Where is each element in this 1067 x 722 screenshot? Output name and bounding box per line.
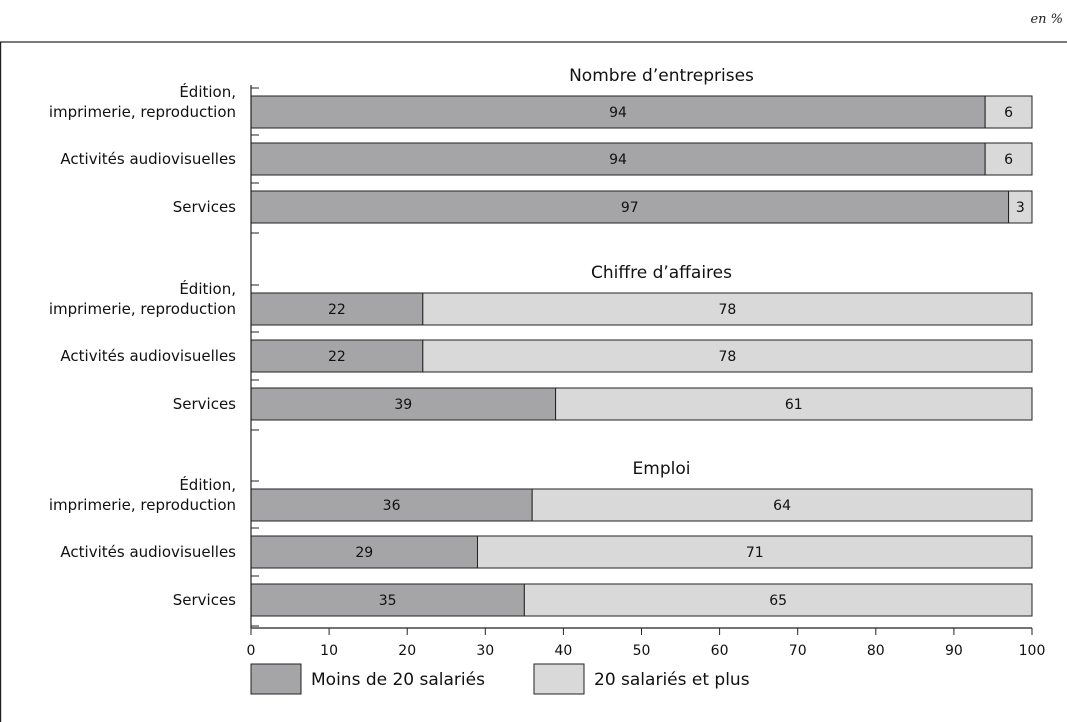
category-label: Édition, bbox=[179, 82, 236, 101]
category-label: Activités audiovisuelles bbox=[60, 347, 236, 365]
category-label: Activités audiovisuelles bbox=[60, 543, 236, 561]
bar-segment-moins bbox=[250, 583, 525, 617]
bar-segment-plus bbox=[476, 535, 1033, 569]
chart-section: Chiffre d’affaires Édition, imprimerie, re… bbox=[49, 263, 1033, 431]
x-tick-label: 40 bbox=[554, 643, 572, 659]
bar-segment-plus bbox=[531, 488, 1033, 522]
bar-segment-plus bbox=[555, 387, 1033, 421]
section-title: Emploi bbox=[633, 459, 691, 479]
bar-segment-moins bbox=[250, 95, 986, 129]
section-title: Nombre d’entreprises bbox=[569, 66, 754, 86]
bar-segment-plus bbox=[422, 292, 1033, 326]
category-label: imprimerie, reproduction bbox=[49, 496, 236, 514]
value-label: 97 bbox=[621, 200, 639, 216]
bar-segment-moins bbox=[250, 535, 478, 569]
value-label: 35 bbox=[379, 593, 397, 609]
category-label: Édition, bbox=[179, 475, 236, 494]
bar-segment-plus bbox=[984, 142, 1033, 176]
x-tick-label: 10 bbox=[320, 643, 338, 659]
x-axis: 0 10 20 30 40 50 60 70 80 90 100 bbox=[247, 85, 1046, 659]
x-tick-label: 20 bbox=[398, 643, 416, 659]
value-label: 78 bbox=[718, 349, 736, 365]
legend-label: 20 salariés et plus bbox=[594, 670, 750, 690]
value-label: 61 bbox=[785, 397, 803, 413]
value-label: 6 bbox=[1004, 152, 1013, 168]
value-label: 94 bbox=[609, 152, 627, 168]
x-tick-label: 60 bbox=[711, 643, 729, 659]
value-label: 29 bbox=[355, 545, 373, 561]
bar-segment-moins bbox=[250, 488, 533, 522]
x-tick-label: 0 bbox=[247, 643, 256, 659]
value-label: 94 bbox=[609, 105, 627, 121]
category-label: Édition, bbox=[179, 279, 236, 298]
chart-section: Emploi Édition, imprimerie, reproduction 36… bbox=[49, 459, 1033, 627]
category-label: Services bbox=[173, 591, 236, 609]
value-label: 36 bbox=[383, 498, 401, 514]
bar-segment-plus bbox=[422, 339, 1033, 373]
bar-segment-moins bbox=[250, 387, 557, 421]
value-label: 71 bbox=[746, 545, 764, 561]
value-label: 22 bbox=[328, 302, 346, 318]
category-label: Services bbox=[173, 395, 236, 413]
category-label: imprimerie, reproduction bbox=[49, 103, 236, 121]
bar-segment-moins bbox=[250, 292, 424, 326]
legend-swatch-plus bbox=[533, 663, 585, 695]
x-tick-label: 50 bbox=[633, 643, 651, 659]
legend: Moins de 20 salariés 20 salariés et plus bbox=[250, 663, 750, 695]
section-title: Chiffre d’affaires bbox=[591, 263, 732, 283]
chart-frame bbox=[0, 41, 1067, 722]
x-tick-label: 80 bbox=[867, 643, 885, 659]
bar-segment-moins bbox=[250, 190, 1010, 224]
value-label: 78 bbox=[718, 302, 736, 318]
unit-label: en % bbox=[1030, 12, 1063, 27]
legend-label: Moins de 20 salariés bbox=[311, 670, 485, 690]
value-label: 22 bbox=[328, 349, 346, 365]
value-label: 3 bbox=[1016, 200, 1025, 216]
value-label: 6 bbox=[1004, 105, 1013, 121]
chart-sections: Nombre d’entreprises Édition, imprimerie, … bbox=[49, 66, 1033, 627]
value-label: 65 bbox=[769, 593, 787, 609]
x-tick-label: 30 bbox=[476, 643, 494, 659]
chart-section: Nombre d’entreprises Édition, imprimerie, … bbox=[49, 66, 1033, 234]
category-label: Services bbox=[173, 198, 236, 216]
x-tick-label: 70 bbox=[789, 643, 807, 659]
x-tick-label: 90 bbox=[945, 643, 963, 659]
value-label: 39 bbox=[394, 397, 412, 413]
x-tick-label: 100 bbox=[1019, 643, 1046, 659]
bar-segment-plus bbox=[984, 95, 1033, 129]
bar-segment-plus bbox=[1008, 190, 1033, 224]
value-label: 64 bbox=[773, 498, 791, 514]
category-label: Activités audiovisuelles bbox=[60, 150, 236, 168]
category-label: imprimerie, reproduction bbox=[49, 300, 236, 318]
legend-swatch-moins bbox=[250, 663, 302, 695]
bar-segment-plus bbox=[523, 583, 1033, 617]
